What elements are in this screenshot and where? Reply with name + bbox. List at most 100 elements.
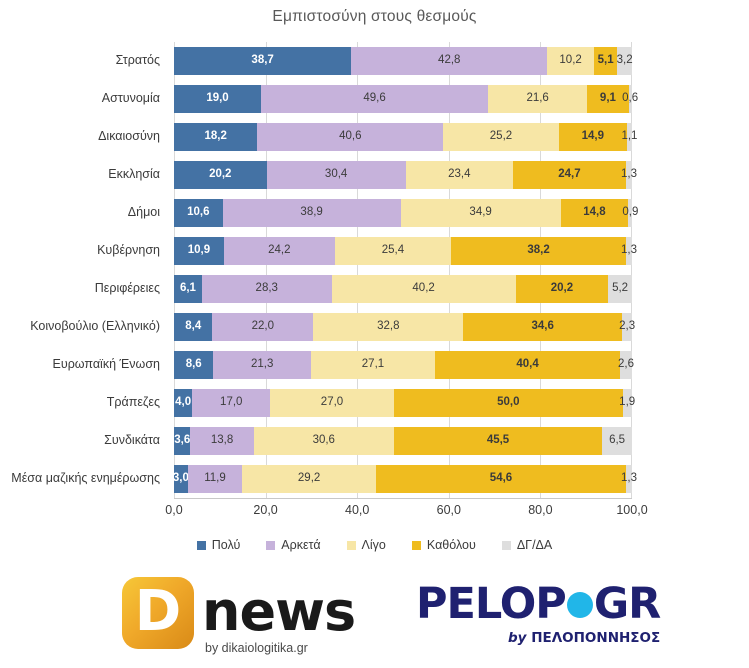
bar-segment[interactable]: 30,6 [253,427,394,455]
chart-row: 18,2 40,6 25,2 14,9 1,1 [174,118,637,156]
bar-segment[interactable]: 0,6 [622,85,638,113]
bar-segment[interactable]: 3,0 [173,465,189,493]
bar-segment[interactable]: 6,5 [602,427,632,455]
bar-segment[interactable]: 49,6 [261,85,489,113]
bar-segment[interactable]: 38,7 [174,47,352,75]
bar-segment[interactable]: 38,9 [222,199,401,227]
bar-segment-value: 6,1 [179,282,196,295]
stacked-bar[interactable]: 8,4 22,0 32,8 34,6 2,3 [174,313,635,341]
bar-segment[interactable]: 25,4 [334,237,452,265]
bar-segment[interactable]: 25,2 [443,123,559,151]
bar-segment[interactable]: 6,1 [174,275,202,303]
bar-segment[interactable]: 14,8 [560,199,629,227]
bar-segment[interactable]: 38,2 [451,237,627,265]
legend-item[interactable]: Πολύ [196,538,240,552]
legend-item[interactable]: Αρκετά [266,538,321,552]
bar-segment[interactable]: 40,2 [331,275,516,303]
stacked-bar[interactable]: 3,0 11,9 29,2 54,6 1,3 [173,465,637,493]
bar-segment[interactable]: 27,0 [270,389,394,417]
bar-segment[interactable]: 2,6 [618,351,634,379]
bar-segment[interactable]: 11,9 [187,465,243,493]
gridline [540,42,542,498]
legend-item[interactable]: Καθόλου [411,538,476,552]
bar-segment[interactable]: 8,4 [174,313,213,341]
bar-segment[interactable]: 20,2 [174,161,267,189]
gridline [631,42,632,498]
stacked-bar[interactable]: 19,0 49,6 21,6 9,1 0,6 [174,85,638,113]
bar-segment[interactable]: 8,6 [174,351,214,379]
bar-segment[interactable]: 27,1 [310,351,436,379]
stacked-bar[interactable]: 6,1 28,3 40,2 20,2 5,2 [174,275,632,303]
bar-segment[interactable]: 0,9 [622,199,638,227]
bar-segment[interactable]: 29,2 [242,465,376,493]
bar-segment[interactable]: 10,2 [547,47,594,75]
stacked-bar[interactable]: 20,2 30,4 23,4 24,7 1,3 [174,161,637,189]
y-axis-label: Κοινοβούλιο (Ελληνικό) [30,319,160,333]
bar-segment[interactable]: 30,4 [266,161,406,189]
legend-item[interactable]: Λίγο [346,538,386,552]
stacked-bar[interactable]: 8,6 21,3 27,1 40,4 2,6 [174,351,634,379]
bar-segment[interactable]: 1,9 [619,389,635,417]
bar-segment[interactable]: 54,6 [375,465,627,493]
bar-segment[interactable]: 17,0 [192,389,271,417]
bar-segment[interactable]: 18,2 [174,123,258,151]
bar-segment[interactable]: 9,1 [587,85,629,113]
chart-row: 10,9 24,2 25,4 38,2 1,3 [174,232,637,270]
stacked-bar[interactable]: 38,7 42,8 10,2 5,1 3,2 [174,47,633,75]
stacked-bar[interactable]: 10,9 24,2 25,4 38,2 1,3 [174,237,637,265]
bar-segment[interactable]: 32,8 [313,313,464,341]
bar-segment-value: 3,6 [174,434,191,447]
bar-segment[interactable]: 24,7 [512,161,627,189]
bar-segment[interactable]: 28,3 [201,275,332,303]
y-axis-category-labels: Στρατός Αστυνομία Δικαιοσύνη Εκκλησία Δήμοι Κ… [0,42,168,498]
bar-segment-value: 42,8 [438,54,461,67]
bar-segment-value: 50,0 [497,396,520,409]
pelop-logo-subtitle-name: ΠΕΛΟΠΟΝΝΗΣΟΣ [531,630,661,646]
bar-segment[interactable]: 1,3 [621,465,637,493]
bar-segment-value: 10,6 [187,206,210,219]
bar-segment[interactable]: 23,4 [405,161,513,189]
bar-segment-value: 22,0 [251,320,275,333]
bar-segment[interactable]: 1,1 [621,123,637,151]
bar-segment[interactable]: 4,0 [174,389,193,417]
bar-segment[interactable]: 19,0 [174,85,262,113]
bar-segment-value: 30,4 [324,168,348,181]
stacked-bar[interactable]: 18,2 40,6 25,2 14,9 1,1 [174,123,637,151]
bar-segment[interactable]: 2,3 [619,313,635,341]
bar-segment[interactable]: 14,9 [558,123,627,151]
bar-segment[interactable]: 21,6 [488,85,588,113]
bar-segment[interactable]: 1,3 [621,237,637,265]
stacked-bar[interactable]: 4,0 17,0 27,0 50,0 1,9 [174,389,635,417]
bar-segment[interactable]: 40,6 [257,123,444,151]
stacked-bar[interactable]: 10,6 38,9 34,9 14,8 0,9 [174,199,638,227]
bar-segment-value: 13,8 [210,434,234,447]
legend-item[interactable]: ΔΓ/ΔΑ [501,538,552,552]
bar-segment[interactable]: 21,3 [213,351,311,379]
bar-segment[interactable]: 20,2 [515,275,609,303]
bar-segment[interactable]: 45,5 [393,427,603,455]
bar-segment[interactable]: 24,2 [223,237,335,265]
bar-segment[interactable]: 50,0 [393,389,623,417]
gridline [448,42,450,498]
bar-segment-value: 14,8 [583,206,606,219]
bar-segment[interactable]: 10,6 [174,199,223,227]
stacked-bar[interactable]: 3,6 13,8 30,6 45,5 6,5 [174,427,632,455]
bar-segment[interactable]: 3,2 [617,47,633,75]
bar-segment[interactable]: 42,8 [351,47,548,75]
bar-segment[interactable]: 3,6 [174,427,191,455]
bar-segment[interactable]: 5,2 [608,275,632,303]
bar-segment[interactable]: 1,3 [621,161,637,189]
bar-segment[interactable]: 34,9 [400,199,561,227]
chart-row: 3,0 11,9 29,2 54,6 1,3 [173,460,637,498]
bar-segment-value: 20,2 [209,168,232,181]
bar-segment[interactable]: 10,9 [174,237,224,265]
bar-segment[interactable]: 5,1 [593,47,618,75]
bar-segment[interactable]: 13,8 [190,427,254,455]
bar-segment[interactable]: 34,6 [463,313,622,341]
bar-segment[interactable]: 22,0 [212,313,314,341]
bar-segment-value: 27,0 [320,396,344,409]
dnews-logo: D news by dikaiologitika.gr [122,577,356,655]
bar-segment[interactable]: 40,4 [435,351,621,379]
x-axis-tick-label: 80,0 [528,503,553,517]
bar-segment-value: 14,9 [581,130,604,143]
